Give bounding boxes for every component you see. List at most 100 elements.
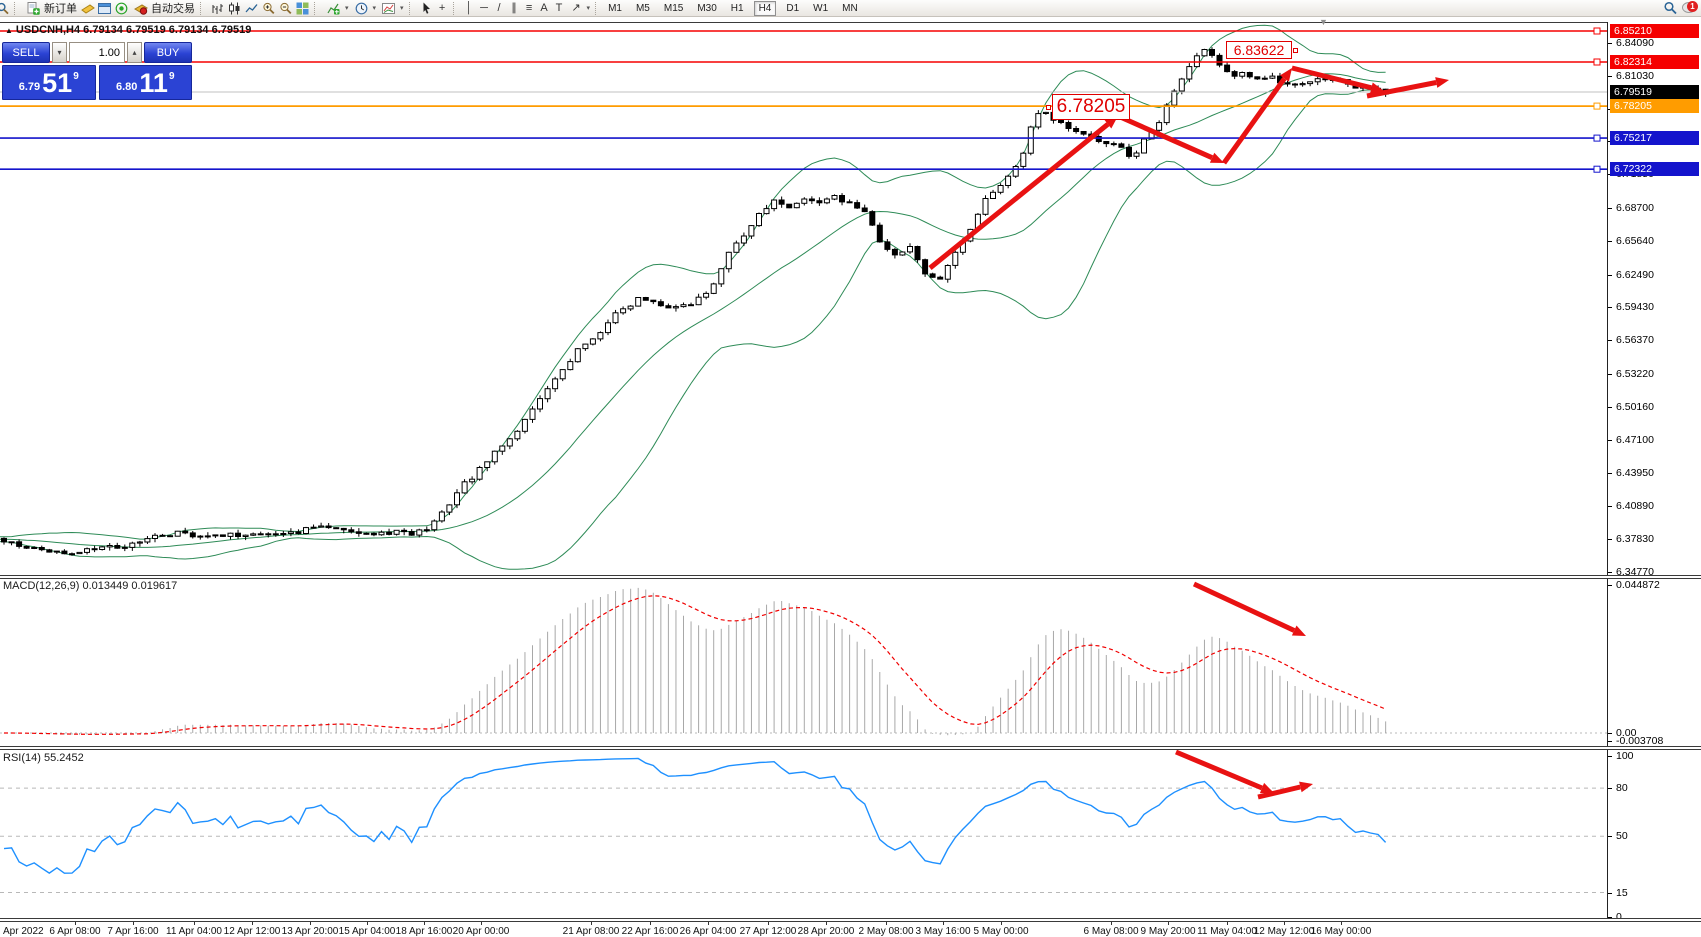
timeframe-h1[interactable]: H1 [730,2,744,14]
date-label: 9 May 20:00 [1140,926,1196,937]
hline-6.72322[interactable] [0,165,1607,173]
timeframe-d1[interactable]: D1 [786,2,800,14]
vertical-line-tool-icon[interactable]: │ [465,1,473,14]
trend-arrow[interactable] [1116,113,1224,163]
panel-separator[interactable] [0,918,1701,922]
price-tick [1608,407,1612,408]
profiles-icon[interactable] [79,1,96,16]
price-chart-canvas[interactable] [0,22,1607,577]
fibonacci-tool-icon[interactable]: ≡ [525,1,533,14]
hline-handle[interactable] [1593,134,1601,142]
chart-title-text: USDCNH,H4 6.79134 6.79519 6.79134 6.7951… [15,24,252,36]
hline-handle[interactable] [1593,165,1601,173]
hline-6.8521[interactable] [0,27,1607,35]
price-tick [1608,340,1612,341]
trendline-tool-icon[interactable]: / [497,1,501,14]
chart-line-icon[interactable] [243,1,260,16]
timeframe-m30[interactable]: M30 [697,2,717,14]
timeframe-m1[interactable]: M1 [608,2,622,14]
volume-down-button[interactable]: ▾ [52,42,67,63]
macd-axis-label: 0.044872 [1616,579,1660,591]
price-axis[interactable]: 6.840906.810306.779706.749106.718506.687… [1607,22,1701,923]
chart-candles-icon[interactable] [226,1,243,16]
date-tick [826,921,827,925]
scroll-marker-icon[interactable]: ▼ [1319,17,1328,27]
autotrade-button[interactable]: 自动交易 [130,1,197,16]
panel-separator[interactable] [0,746,1701,750]
text-tool-icon[interactable]: A [540,1,548,14]
chevron-down-icon: ▾ [400,5,404,12]
date-label: 26 Apr 04:00 [679,926,737,937]
hline-handle[interactable] [1593,27,1601,35]
timeframe-mn[interactable]: MN [842,2,858,14]
trend-arrow[interactable] [1257,781,1313,800]
channel-tool-icon[interactable]: ∥ [511,1,517,14]
notification-badge[interactable]: 1 [1682,1,1698,15]
trend-arrow[interactable] [1192,581,1306,636]
notification-count: 1 [1687,1,1698,12]
indicators-button[interactable]: ▾ [323,1,351,16]
hline-6.75217[interactable] [0,134,1607,142]
price-label: 6.43950 [1616,467,1654,479]
timeframe-h4[interactable]: H4 [753,0,777,16]
trend-arrow[interactable] [1221,68,1292,165]
price-tick [1608,539,1612,540]
templates-button[interactable]: ▾ [378,1,406,16]
trend-arrow[interactable] [1175,749,1274,794]
volume-up-button[interactable]: ▴ [127,42,142,63]
timeframe-m5[interactable]: M5 [635,2,650,14]
callout-anchor[interactable] [1046,104,1051,110]
date-label: 28 Apr 20:00 [797,926,855,937]
hline-6.78205[interactable] [0,102,1607,110]
hline-handle[interactable] [1593,58,1601,66]
hline-6.82314[interactable] [0,58,1607,66]
date-tick [1227,921,1228,925]
price-callout-6.78205[interactable]: 6.78205 [1046,94,1130,120]
hline-handle[interactable] [1593,102,1601,110]
price-callout-6.83622[interactable]: 6.83622 [1226,41,1298,59]
find-symbol-icon[interactable] [0,1,11,16]
new-order-button[interactable]: 新订单 [23,1,79,16]
buy-button[interactable]: BUY [144,42,192,63]
rsi-axis-tick [1608,917,1612,918]
horizontal-line-tool-icon[interactable]: ─ [480,1,488,14]
zoom-out-icon[interactable] [277,1,294,16]
rsi-axis-tick [1608,756,1612,757]
signal-icon[interactable] [113,1,130,16]
price-label: 6.65640 [1616,235,1654,247]
volume-input[interactable]: 1.00 [69,42,125,63]
rsi-panel-canvas[interactable] [0,749,1607,920]
date-axis[interactable]: Apr 2022 6 Apr 08:00 7 Apr 16:00 11 Apr 04:… [0,921,1607,937]
chart-window [0,22,1701,937]
text-label-tool-icon[interactable]: T [555,1,563,14]
buy-price-box[interactable]: 6.80 11 9 [98,65,192,100]
sell-price-box[interactable]: 6.79 51 9 [2,65,96,100]
price-tick [1608,473,1612,474]
timeframe-group: M1 M5 M15 M30 H1 H4 D1 W1 MN [604,0,862,16]
arrows-tool-button[interactable]: ↗ ▾ [567,1,593,16]
sell-button[interactable]: SELL [2,42,50,63]
date-label: 20 Apr 00:00 [452,926,510,937]
price-tick [1608,275,1612,276]
cycles-button[interactable]: ▾ [351,1,379,16]
panel-separator[interactable] [0,575,1701,579]
tile-windows-icon[interactable] [294,1,311,16]
zoom-in-icon[interactable] [260,1,277,16]
timeframe-m15[interactable]: M15 [663,2,684,14]
trend-arrow[interactable] [1366,77,1449,99]
rsi-axis-label: 0 [1616,911,1622,923]
search-icon[interactable] [1661,1,1678,16]
cursor-icon[interactable] [418,1,435,16]
crosshair-icon[interactable]: + [438,1,446,14]
rsi-axis-label: 50 [1616,830,1628,842]
trend-arrow[interactable] [1291,65,1384,94]
chart-bars-icon[interactable] [209,1,226,16]
date-label: 13 Apr 20:00 [281,926,339,937]
market-watch-icon[interactable] [96,1,113,16]
callout-anchor[interactable] [1293,47,1298,53]
macd-label: MACD(12,26,9) 0.013449 0.019617 [3,580,178,592]
autotrade-icon [132,1,149,16]
macd-panel-canvas[interactable] [0,577,1607,749]
timeframe-w1[interactable]: W1 [813,2,829,14]
